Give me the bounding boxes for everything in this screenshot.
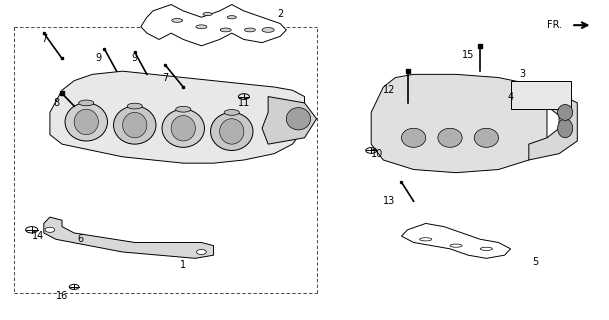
Ellipse shape [172,19,183,22]
Text: 11: 11 [238,98,250,108]
Ellipse shape [74,109,99,135]
Text: 2: 2 [277,9,283,19]
Ellipse shape [558,105,572,120]
Text: 3: 3 [519,69,526,79]
Ellipse shape [127,103,143,109]
Ellipse shape [220,119,244,144]
Text: 9: 9 [96,53,102,63]
Ellipse shape [558,119,572,138]
Ellipse shape [65,103,107,141]
Ellipse shape [79,100,94,106]
Polygon shape [262,97,317,144]
Polygon shape [401,223,510,258]
Ellipse shape [474,128,499,147]
Text: 9: 9 [132,53,138,63]
Ellipse shape [211,112,253,150]
Circle shape [45,227,55,232]
Text: 4: 4 [507,92,513,101]
Text: 7: 7 [162,73,168,83]
Polygon shape [141,4,286,46]
Ellipse shape [481,247,493,251]
Ellipse shape [162,109,205,147]
Text: 1: 1 [180,260,186,270]
Ellipse shape [244,28,255,32]
Ellipse shape [171,116,195,141]
Ellipse shape [227,16,236,19]
Text: 13: 13 [383,196,395,206]
Polygon shape [371,74,547,173]
Text: 15: 15 [462,50,474,60]
Text: FR.: FR. [547,20,562,30]
Ellipse shape [196,25,207,29]
Ellipse shape [286,108,311,130]
Text: 12: 12 [383,85,396,95]
Circle shape [197,250,206,254]
Polygon shape [50,71,304,163]
Polygon shape [529,87,577,160]
Text: 8: 8 [53,98,59,108]
Text: 6: 6 [77,234,83,244]
Ellipse shape [220,28,231,32]
Ellipse shape [175,106,191,112]
Text: 14: 14 [32,231,44,241]
Text: 10: 10 [371,149,384,159]
Ellipse shape [113,106,156,144]
Ellipse shape [262,28,274,32]
Text: 5: 5 [532,257,538,267]
Ellipse shape [224,109,239,115]
FancyBboxPatch shape [510,81,571,109]
Text: 7: 7 [41,35,47,44]
Text: 16: 16 [56,292,68,301]
Ellipse shape [450,244,462,247]
Ellipse shape [438,128,462,147]
Ellipse shape [203,12,212,16]
Ellipse shape [401,128,426,147]
Polygon shape [44,217,214,258]
Ellipse shape [420,238,432,241]
Ellipse shape [122,112,147,138]
